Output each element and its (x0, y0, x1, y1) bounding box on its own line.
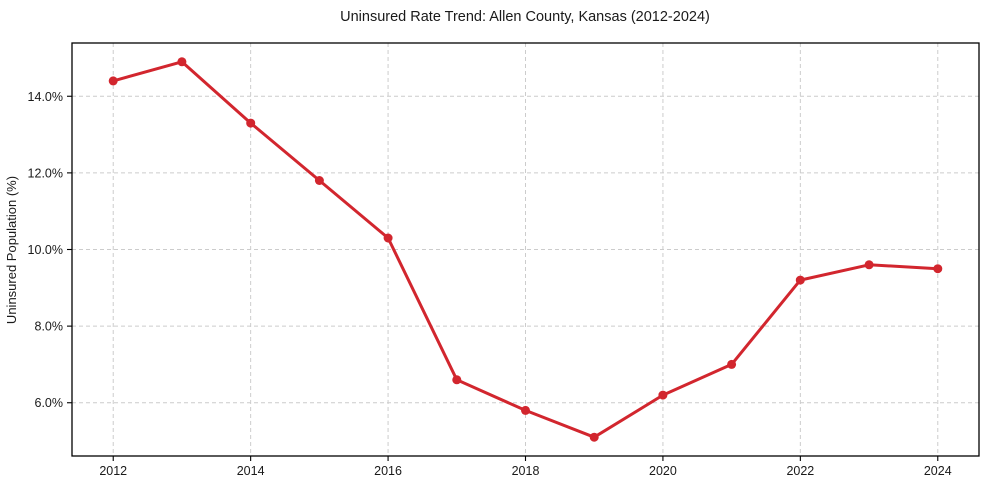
data-point-marker (177, 57, 187, 67)
data-point-marker (452, 375, 462, 385)
data-point-marker (314, 176, 324, 185)
y-tick-label: 10.0% (28, 243, 63, 257)
x-tick-label: 2016 (374, 464, 402, 478)
chart-title: Uninsured Rate Trend: Allen County, Kans… (340, 9, 710, 25)
data-point-marker (108, 76, 118, 86)
x-tick-label: 2020 (649, 464, 677, 478)
x-tick-label: 2022 (786, 464, 814, 478)
x-tick-label: 2014 (237, 464, 265, 478)
data-point-marker (521, 405, 530, 415)
data-point-marker (658, 390, 668, 400)
y-tick-label: 8.0% (35, 320, 64, 334)
y-tick-label: 12.0% (28, 166, 63, 180)
x-tick-label: 2018 (512, 464, 540, 478)
data-point-marker (727, 359, 737, 369)
data-point-marker (864, 260, 874, 270)
data-point-marker (589, 432, 599, 442)
x-tick-label: 2012 (99, 464, 127, 478)
y-tick-label: 14.0% (28, 90, 63, 104)
y-tick-label: 6.0% (35, 396, 64, 410)
x-tick-label: 2024 (924, 464, 952, 478)
data-point-marker (795, 275, 805, 285)
plot-area: 2012 2014 2016 2018 2020 2022 2024 6.0% 8.0% 10.0… (28, 42, 980, 478)
y-axis-label: Uninsured Population (%) (4, 176, 19, 324)
data-point-marker (383, 233, 393, 243)
data-point-marker (933, 264, 943, 274)
data-point-marker (246, 118, 256, 128)
